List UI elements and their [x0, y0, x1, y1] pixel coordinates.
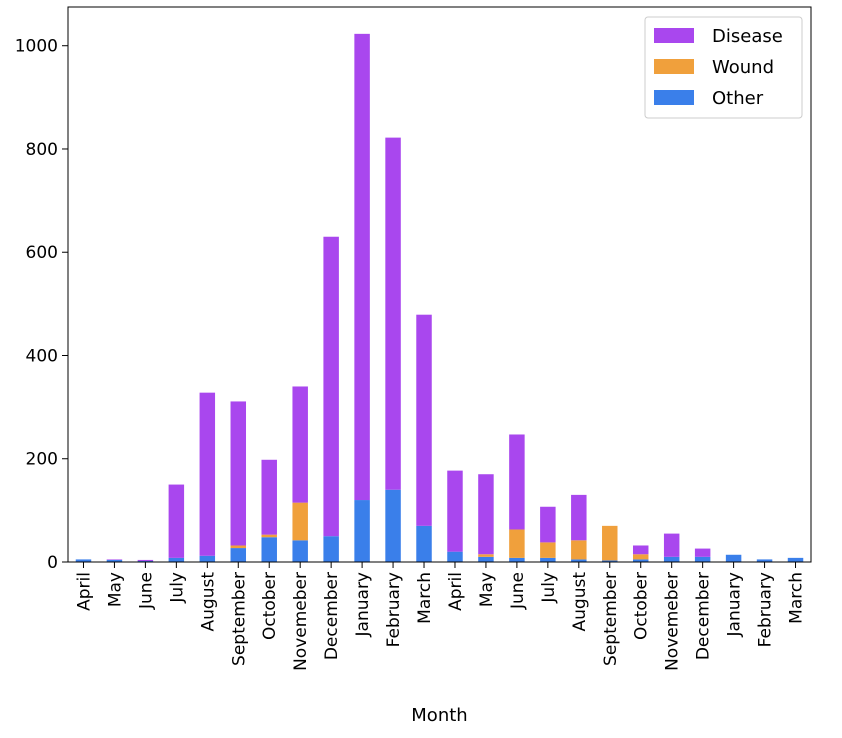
bar-disease-21: [694, 548, 711, 557]
bar-disease-7: [261, 459, 277, 535]
bar-other-13: [447, 551, 463, 562]
bar-wound-6: [230, 545, 247, 549]
bar-wound-15: [509, 529, 525, 558]
bar-disease-16: [540, 506, 556, 543]
bar-disease-8: [292, 386, 308, 503]
legend: Disease Wound Other: [644, 16, 803, 119]
bar-other-6: [230, 548, 247, 562]
bar-disease-11: [385, 137, 401, 490]
x-tick-label: August: [570, 572, 590, 632]
bar-wound-18: [602, 525, 618, 561]
bar-disease-13: [447, 470, 463, 552]
x-tick-label: September: [229, 572, 249, 666]
y-tick-label: 600: [26, 243, 58, 263]
bar-wound-16: [540, 542, 556, 558]
bar-disease-3: [137, 559, 154, 561]
bar-disease-6: [230, 401, 247, 546]
x-tick-label: December: [322, 572, 342, 660]
x-tick-label: February: [384, 572, 404, 647]
bar-other-17: [571, 559, 587, 562]
y-tick-label: 400: [26, 346, 58, 366]
x-tick-label: June: [508, 572, 528, 610]
bar-disease-20: [663, 533, 680, 557]
x-tick-label: May: [477, 572, 497, 607]
bar-disease-19: [632, 545, 649, 555]
bar-disease-14: [478, 474, 494, 555]
x-tick-label: June: [136, 572, 156, 610]
bar-wound-14: [478, 554, 494, 557]
bar-other-1: [75, 559, 92, 562]
x-tick-label: December: [694, 572, 714, 660]
x-axis: April May June July August September October No…: [74, 562, 807, 671]
bar-other-15: [509, 557, 525, 562]
y-tick-label: 0: [47, 553, 58, 573]
bar-disease-10: [354, 33, 370, 501]
legend-label-wound: Wound: [712, 57, 774, 78]
bar-other-22: [725, 554, 742, 562]
x-tick-label: May: [105, 572, 125, 607]
bar-other-18: [602, 560, 618, 562]
x-tick-label: January: [353, 572, 373, 637]
bar-disease-9: [323, 236, 339, 537]
bar-other-3: [137, 560, 154, 562]
bar-wound-8: [292, 502, 308, 541]
bar-other-19: [632, 559, 649, 562]
x-tick-label: March: [415, 572, 435, 624]
x-tick-label: October: [260, 572, 280, 640]
bar-other-24: [787, 557, 804, 562]
y-tick-label: 800: [26, 140, 58, 160]
bar-other-16: [540, 557, 556, 562]
bar-wound-17: [571, 540, 587, 560]
x-tick-label: October: [632, 572, 652, 640]
x-tick-label: April: [74, 572, 94, 611]
bar-wound-19: [632, 554, 649, 560]
x-tick-label: September: [601, 572, 621, 666]
legend-swatch-disease: [654, 28, 694, 43]
x-tick-label: August: [198, 572, 218, 632]
x-tick-label: July: [539, 572, 559, 604]
bar-other-9: [323, 536, 339, 562]
bar-other-12: [416, 525, 432, 562]
bar-disease-5: [199, 392, 216, 556]
legend-label-disease: Disease: [712, 26, 783, 47]
y-tick-label: 200: [26, 450, 58, 470]
plot-frame: [67, 6, 812, 563]
x-tick-label: March: [787, 572, 807, 624]
legend-label-other: Other: [712, 88, 764, 109]
bar-other-2: [106, 559, 123, 562]
legend-swatch-other: [654, 90, 694, 105]
y-tick-label: 1000: [15, 37, 58, 57]
bar-other-7: [261, 537, 277, 562]
bar-other-8: [292, 540, 308, 562]
x-tick-label: Novemeber: [663, 572, 683, 671]
x-axis-title: Month: [411, 705, 467, 726]
bars-group: [75, 33, 804, 562]
bar-other-20: [663, 556, 680, 562]
bar-disease-2: [106, 559, 123, 560]
x-tick-label: Novemeber: [291, 572, 311, 671]
bar-disease-12: [416, 314, 432, 526]
bar-disease-4: [168, 484, 185, 558]
bar-disease-17: [571, 494, 587, 541]
bar-other-10: [354, 500, 370, 562]
x-tick-label: February: [756, 572, 776, 647]
bar-other-11: [385, 489, 401, 562]
bar-wound-7: [261, 534, 277, 538]
y-axis: 0 200 400 600 800 1000: [15, 37, 68, 573]
legend-swatch-wound: [654, 59, 694, 74]
bar-other-14: [478, 556, 494, 562]
bar-other-4: [168, 557, 185, 562]
x-tick-label: July: [167, 572, 187, 604]
bar-other-5: [199, 555, 216, 562]
bar-other-23: [756, 559, 773, 562]
bar-disease-15: [509, 434, 525, 530]
bar-other-21: [694, 556, 711, 562]
x-tick-label: April: [446, 572, 466, 611]
x-tick-label: January: [725, 572, 745, 637]
